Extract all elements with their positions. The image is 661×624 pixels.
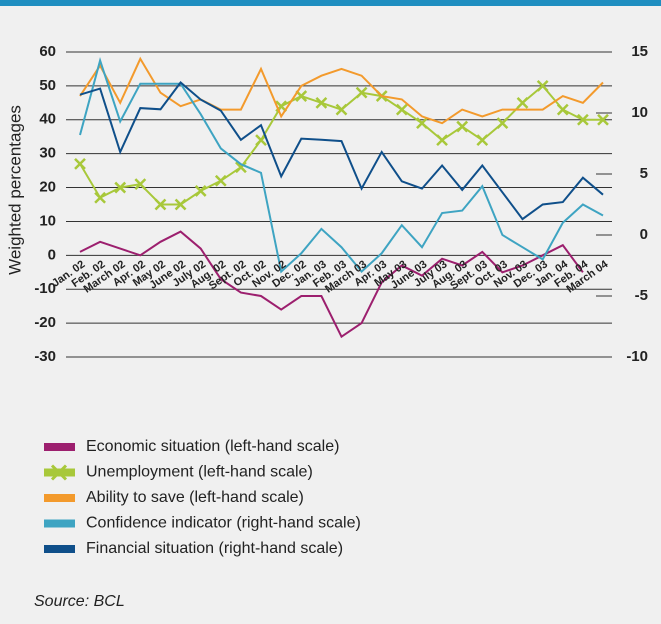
marker: [255, 134, 267, 146]
marker: [577, 113, 589, 126]
marker: [214, 174, 227, 187]
series-line: [79, 57, 604, 274]
marker: [94, 191, 106, 204]
y-tick-label: 40: [39, 111, 56, 128]
y-tick-label: 50: [39, 77, 56, 94]
y-tick-label: 20: [39, 179, 56, 196]
legend-swatch: [44, 443, 75, 451]
legend-label: Unemployment (left-hand scale): [86, 464, 313, 481]
marker: [194, 185, 207, 197]
marker: [315, 96, 328, 109]
legend-marker: [50, 464, 68, 481]
y-tick-label: -30: [34, 348, 56, 365]
marker: [134, 178, 147, 191]
marker: [416, 117, 428, 130]
y2-tick-label: -10: [626, 348, 648, 365]
y-tick-label: -20: [34, 314, 56, 331]
marker: [496, 117, 509, 130]
marker: [476, 134, 489, 146]
series-line: [79, 230, 584, 339]
y2-tick-label: 15: [631, 43, 648, 60]
legend-swatch: [44, 519, 75, 528]
marker: [556, 103, 569, 116]
y-tick-label: 60: [39, 43, 56, 60]
y-axis-label: Weighted percentages: [5, 105, 24, 275]
legend-swatch: [44, 545, 75, 553]
marker: [536, 80, 549, 92]
marker: [174, 198, 187, 211]
marker: [597, 113, 609, 126]
y2-tick-label: -5: [635, 287, 648, 304]
marker: [395, 103, 408, 116]
y2-tick-label: 10: [631, 104, 648, 121]
marker: [456, 120, 469, 133]
marker: [74, 157, 86, 170]
legend-label: Ability to save (left-hand scale): [86, 489, 304, 506]
marker: [235, 161, 247, 174]
marker: [114, 181, 127, 194]
y-tick-label: -10: [34, 280, 56, 297]
legend-label: Financial situation (right-hand scale): [86, 540, 343, 557]
legend-swatch: [44, 494, 75, 502]
marker: [516, 96, 529, 109]
y2-tick-label: 0: [640, 226, 648, 243]
marker: [335, 103, 348, 116]
y-tick-label: 10: [39, 212, 56, 229]
series-line: [79, 81, 604, 221]
y2-tick-label: 5: [640, 165, 648, 182]
y-tick-label: 0: [48, 246, 56, 263]
legend-label: Confidence indicator (right-hand scale): [86, 515, 361, 532]
legend-label: Economic situation (left-hand scale): [86, 438, 339, 455]
y-tick-label: 30: [39, 145, 56, 162]
top-bar: [0, 0, 661, 6]
marker: [355, 86, 368, 99]
marker: [154, 198, 167, 211]
marker: [436, 134, 448, 146]
series-line: [79, 56, 604, 125]
source: Source: BCL: [34, 593, 125, 610]
